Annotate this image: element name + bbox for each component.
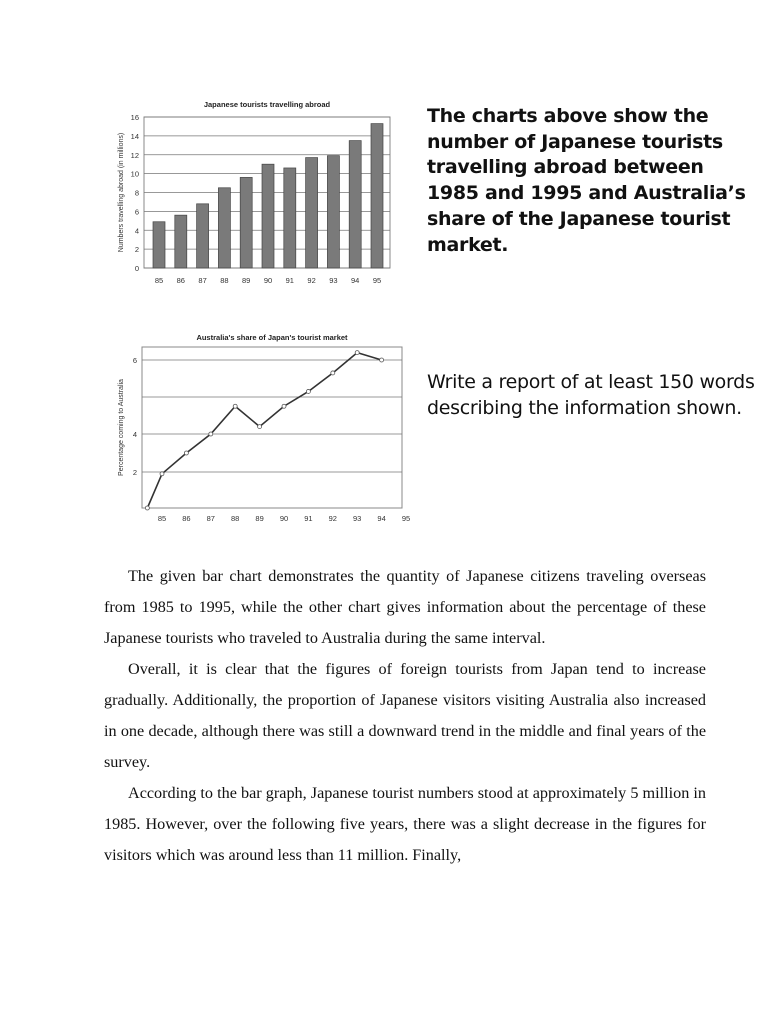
bar [348,140,362,269]
x-tick-label: 88 [220,276,228,285]
x-tick-label: 93 [353,514,361,523]
chart-title: Japanese tourists travelling abroad [204,100,331,109]
y-tick-label: 2 [135,245,139,254]
x-tick-label: 93 [329,276,337,285]
x-tick-label: 90 [264,276,272,285]
bar [196,203,209,269]
bar [327,155,340,269]
x-tick-label: 88 [231,514,239,523]
y-tick-label: 8 [135,189,139,198]
chart-title: Australia's share of Japan's tourist mar… [196,333,348,342]
data-point [354,350,360,356]
bar [152,221,166,269]
data-point [144,505,150,511]
x-tick-label: 95 [373,276,381,285]
plot-area [141,346,403,509]
essay-paragraph: The given bar chart demonstrates the qua… [104,567,706,647]
essay-paragraph: According to the bar graph, Japanese tou… [104,784,706,864]
y-tick-label: 6 [133,356,137,365]
data-point [281,403,287,409]
data-point [257,424,263,430]
x-tick-label: 86 [177,276,185,285]
data-point [208,431,214,437]
bar [174,214,188,269]
data-point [183,450,189,456]
y-tick-label: 16 [131,113,139,122]
bar-chart: Japanese tourists travelling abroad 0 2 4 6 8… [118,100,391,285]
y-tick-label: 0 [135,264,139,273]
data-point [379,357,385,363]
x-tick-label: 87 [198,276,206,285]
y-tick-label: 12 [131,151,139,160]
x-tick-label: 92 [329,514,337,523]
x-tick-label: 92 [307,276,315,285]
data-point [305,389,311,394]
x-tick-label: 85 [158,514,166,523]
essay-paragraph: Overall, it is clear that the figures of… [104,660,706,771]
y-tick-label: 10 [131,170,139,179]
x-tick-label: 86 [182,514,190,523]
x-tick-label: 85 [155,276,163,285]
essay-text: The given bar chart demonstrates the qua… [104,561,706,871]
y-tick-label: 4 [135,226,139,235]
x-tick-label: 91 [304,514,312,523]
y-axis-label: Numbers travelling abroad (in millions) [118,133,125,252]
bar [305,157,318,269]
bar [239,177,253,269]
x-tick-label: 94 [351,276,359,285]
x-tick-label: 94 [377,514,385,523]
x-tick-label: 89 [255,514,263,523]
data-point [232,403,238,409]
x-tick-label: 95 [402,514,410,523]
data-point [159,471,165,477]
y-tick-label: 14 [131,132,139,141]
x-tick-label: 87 [207,514,215,523]
y-tick-label: 6 [135,207,139,216]
task-heading: The charts above show the number of Japa… [427,105,746,256]
bar [283,167,297,269]
y-tick-label: 4 [133,430,137,439]
x-tick-label: 89 [242,276,250,285]
task-instruction: Write a report of at least 150 words des… [427,371,755,419]
x-tick-label: 90 [280,514,288,523]
y-tick-label: 2 [133,468,137,477]
x-tick-label: 91 [286,276,294,285]
bar [218,187,231,269]
bar [261,163,275,269]
bar [370,123,384,269]
data-point [330,370,336,376]
line-chart: Australia's share of Japan's tourist mar… [118,333,410,523]
y-axis-label: Percentage coming to Australia [118,379,125,476]
